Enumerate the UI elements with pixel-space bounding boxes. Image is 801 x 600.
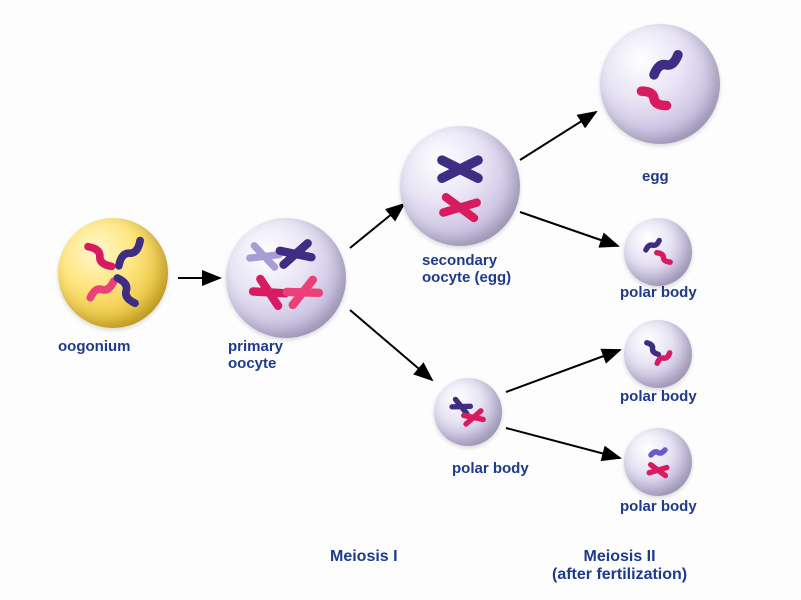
arrow-2: [350, 310, 432, 380]
arrow-5: [506, 350, 620, 392]
cell-polar_body_3: [624, 320, 692, 388]
label-primary_oocyte: primary oocyte: [228, 338, 283, 372]
label-secondary_oocyte: secondary oocyte (egg): [422, 252, 511, 286]
arrow-1: [350, 204, 404, 248]
arrow-3: [520, 112, 596, 160]
phase-label-meiosis1: Meiosis I: [330, 548, 398, 566]
label-oogonium: oogonium: [58, 338, 130, 355]
oogenesis-diagram: oogonium primary oocyte secondary oocyte (…: [0, 0, 801, 600]
cell-primary_oocyte: [226, 218, 346, 338]
label-polar_body_3: polar body: [620, 388, 697, 405]
cell-egg: [600, 24, 720, 144]
cell-polar_body_4: [624, 428, 692, 496]
arrow-4: [520, 212, 618, 246]
label-polar_body_2: polar body: [620, 284, 697, 301]
cell-polar_body_2: [624, 218, 692, 286]
label-polar_body_4: polar body: [620, 498, 697, 515]
phase-label-meiosis2: Meiosis II (after fertilization): [552, 548, 687, 584]
cell-oogonium: [58, 218, 168, 328]
label-polar_body_1: polar body: [452, 460, 529, 477]
cell-polar_body_1: [434, 378, 502, 446]
label-egg: egg: [642, 168, 669, 185]
cell-secondary_oocyte: [400, 126, 520, 246]
arrow-6: [506, 428, 620, 458]
